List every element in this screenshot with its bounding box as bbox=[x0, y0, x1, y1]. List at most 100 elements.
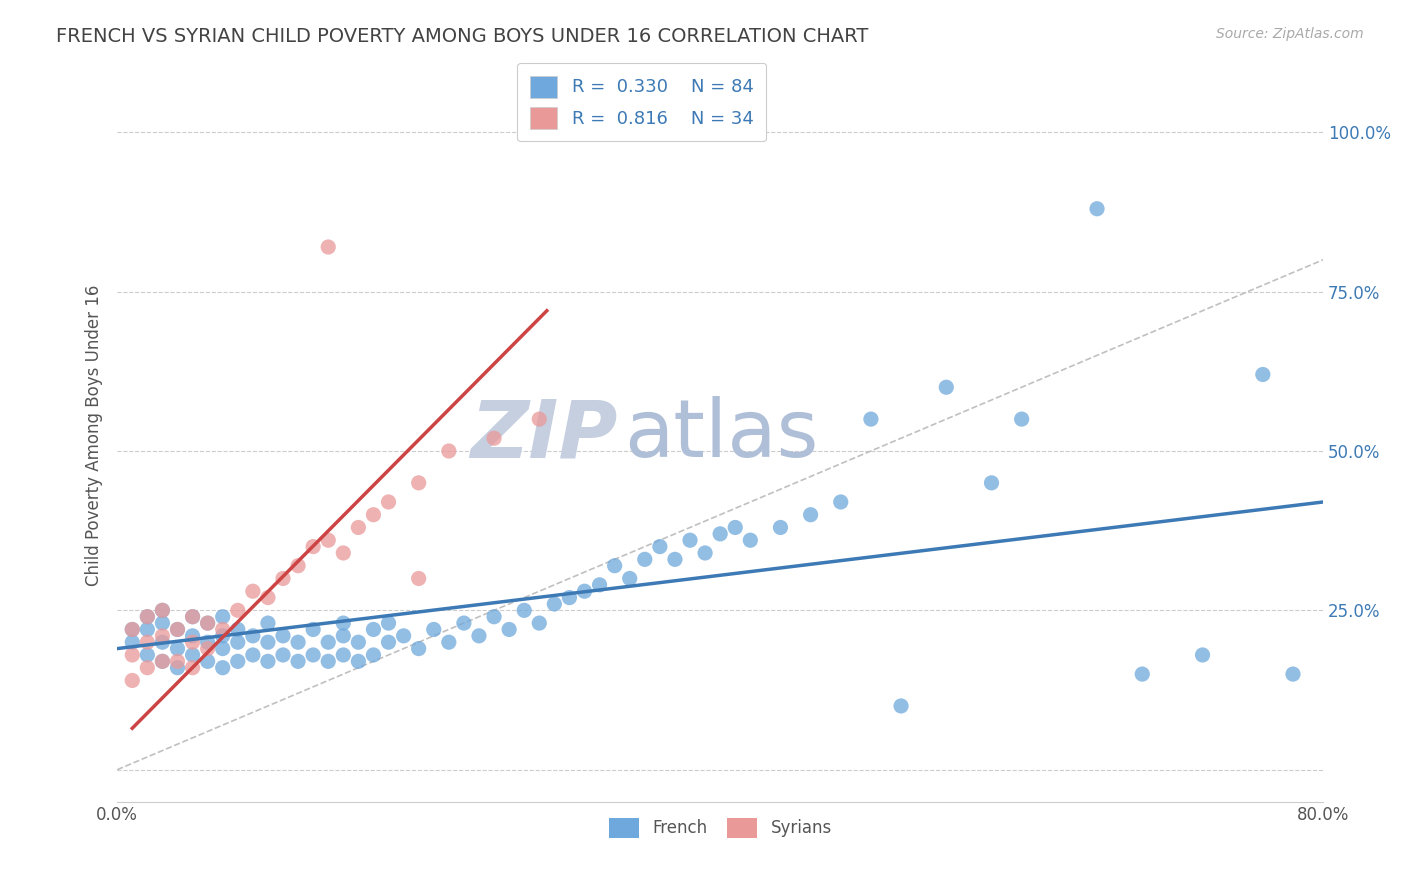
Point bbox=[226, 623, 249, 637]
Point bbox=[136, 661, 159, 675]
Point bbox=[619, 572, 641, 586]
Point bbox=[226, 654, 249, 668]
Point bbox=[136, 635, 159, 649]
Point bbox=[242, 629, 264, 643]
Point bbox=[543, 597, 565, 611]
Point bbox=[197, 641, 219, 656]
Point bbox=[316, 654, 339, 668]
Point bbox=[136, 623, 159, 637]
Point bbox=[347, 635, 370, 649]
Point bbox=[166, 661, 188, 675]
Point bbox=[152, 635, 174, 649]
Point bbox=[211, 641, 233, 656]
Point bbox=[422, 623, 444, 637]
Point bbox=[574, 584, 596, 599]
Point bbox=[152, 603, 174, 617]
Point bbox=[769, 520, 792, 534]
Point bbox=[363, 623, 385, 637]
Point bbox=[482, 431, 505, 445]
Point bbox=[408, 572, 430, 586]
Point bbox=[271, 629, 294, 643]
Point bbox=[302, 623, 325, 637]
Point bbox=[257, 654, 280, 668]
Point bbox=[211, 609, 233, 624]
Point bbox=[181, 609, 204, 624]
Point bbox=[181, 635, 204, 649]
Point bbox=[242, 584, 264, 599]
Point bbox=[1191, 648, 1213, 662]
Point bbox=[408, 475, 430, 490]
Text: ZIP: ZIP bbox=[470, 396, 617, 474]
Point bbox=[740, 533, 762, 548]
Point bbox=[693, 546, 716, 560]
Point bbox=[498, 623, 520, 637]
Point bbox=[287, 654, 309, 668]
Point bbox=[709, 526, 731, 541]
Point bbox=[437, 444, 460, 458]
Point bbox=[1282, 667, 1305, 681]
Point bbox=[166, 623, 188, 637]
Point bbox=[377, 616, 399, 631]
Point bbox=[152, 616, 174, 631]
Point bbox=[211, 629, 233, 643]
Point bbox=[1011, 412, 1033, 426]
Point bbox=[513, 603, 536, 617]
Point bbox=[1130, 667, 1153, 681]
Point bbox=[453, 616, 475, 631]
Point bbox=[935, 380, 957, 394]
Point bbox=[859, 412, 882, 426]
Point bbox=[121, 623, 143, 637]
Point bbox=[166, 623, 188, 637]
Point bbox=[152, 629, 174, 643]
Point bbox=[437, 635, 460, 649]
Point bbox=[980, 475, 1002, 490]
Point bbox=[211, 623, 233, 637]
Point bbox=[800, 508, 823, 522]
Point bbox=[890, 698, 912, 713]
Point bbox=[181, 661, 204, 675]
Point bbox=[392, 629, 415, 643]
Point bbox=[332, 648, 354, 662]
Point bbox=[664, 552, 686, 566]
Point bbox=[287, 635, 309, 649]
Point bbox=[271, 648, 294, 662]
Point bbox=[377, 495, 399, 509]
Point bbox=[136, 648, 159, 662]
Point bbox=[377, 635, 399, 649]
Point bbox=[302, 540, 325, 554]
Point bbox=[166, 641, 188, 656]
Point bbox=[363, 648, 385, 662]
Point bbox=[121, 648, 143, 662]
Text: Source: ZipAtlas.com: Source: ZipAtlas.com bbox=[1216, 27, 1364, 41]
Point bbox=[679, 533, 702, 548]
Point bbox=[332, 546, 354, 560]
Point bbox=[347, 520, 370, 534]
Point bbox=[287, 558, 309, 573]
Point bbox=[316, 533, 339, 548]
Point bbox=[529, 616, 551, 631]
Point bbox=[363, 508, 385, 522]
Y-axis label: Child Poverty Among Boys Under 16: Child Poverty Among Boys Under 16 bbox=[86, 285, 103, 586]
Point bbox=[121, 623, 143, 637]
Point bbox=[1085, 202, 1108, 216]
Point bbox=[648, 540, 671, 554]
Point bbox=[316, 240, 339, 254]
Point bbox=[558, 591, 581, 605]
Point bbox=[408, 641, 430, 656]
Point bbox=[226, 635, 249, 649]
Point bbox=[271, 572, 294, 586]
Point bbox=[257, 635, 280, 649]
Text: atlas: atlas bbox=[624, 396, 818, 474]
Point bbox=[724, 520, 747, 534]
Point bbox=[121, 635, 143, 649]
Point bbox=[166, 654, 188, 668]
Point bbox=[121, 673, 143, 688]
Point bbox=[482, 609, 505, 624]
Point bbox=[1251, 368, 1274, 382]
Point bbox=[181, 629, 204, 643]
Point bbox=[152, 654, 174, 668]
Point bbox=[136, 609, 159, 624]
Point bbox=[468, 629, 491, 643]
Point bbox=[197, 654, 219, 668]
Point bbox=[316, 635, 339, 649]
